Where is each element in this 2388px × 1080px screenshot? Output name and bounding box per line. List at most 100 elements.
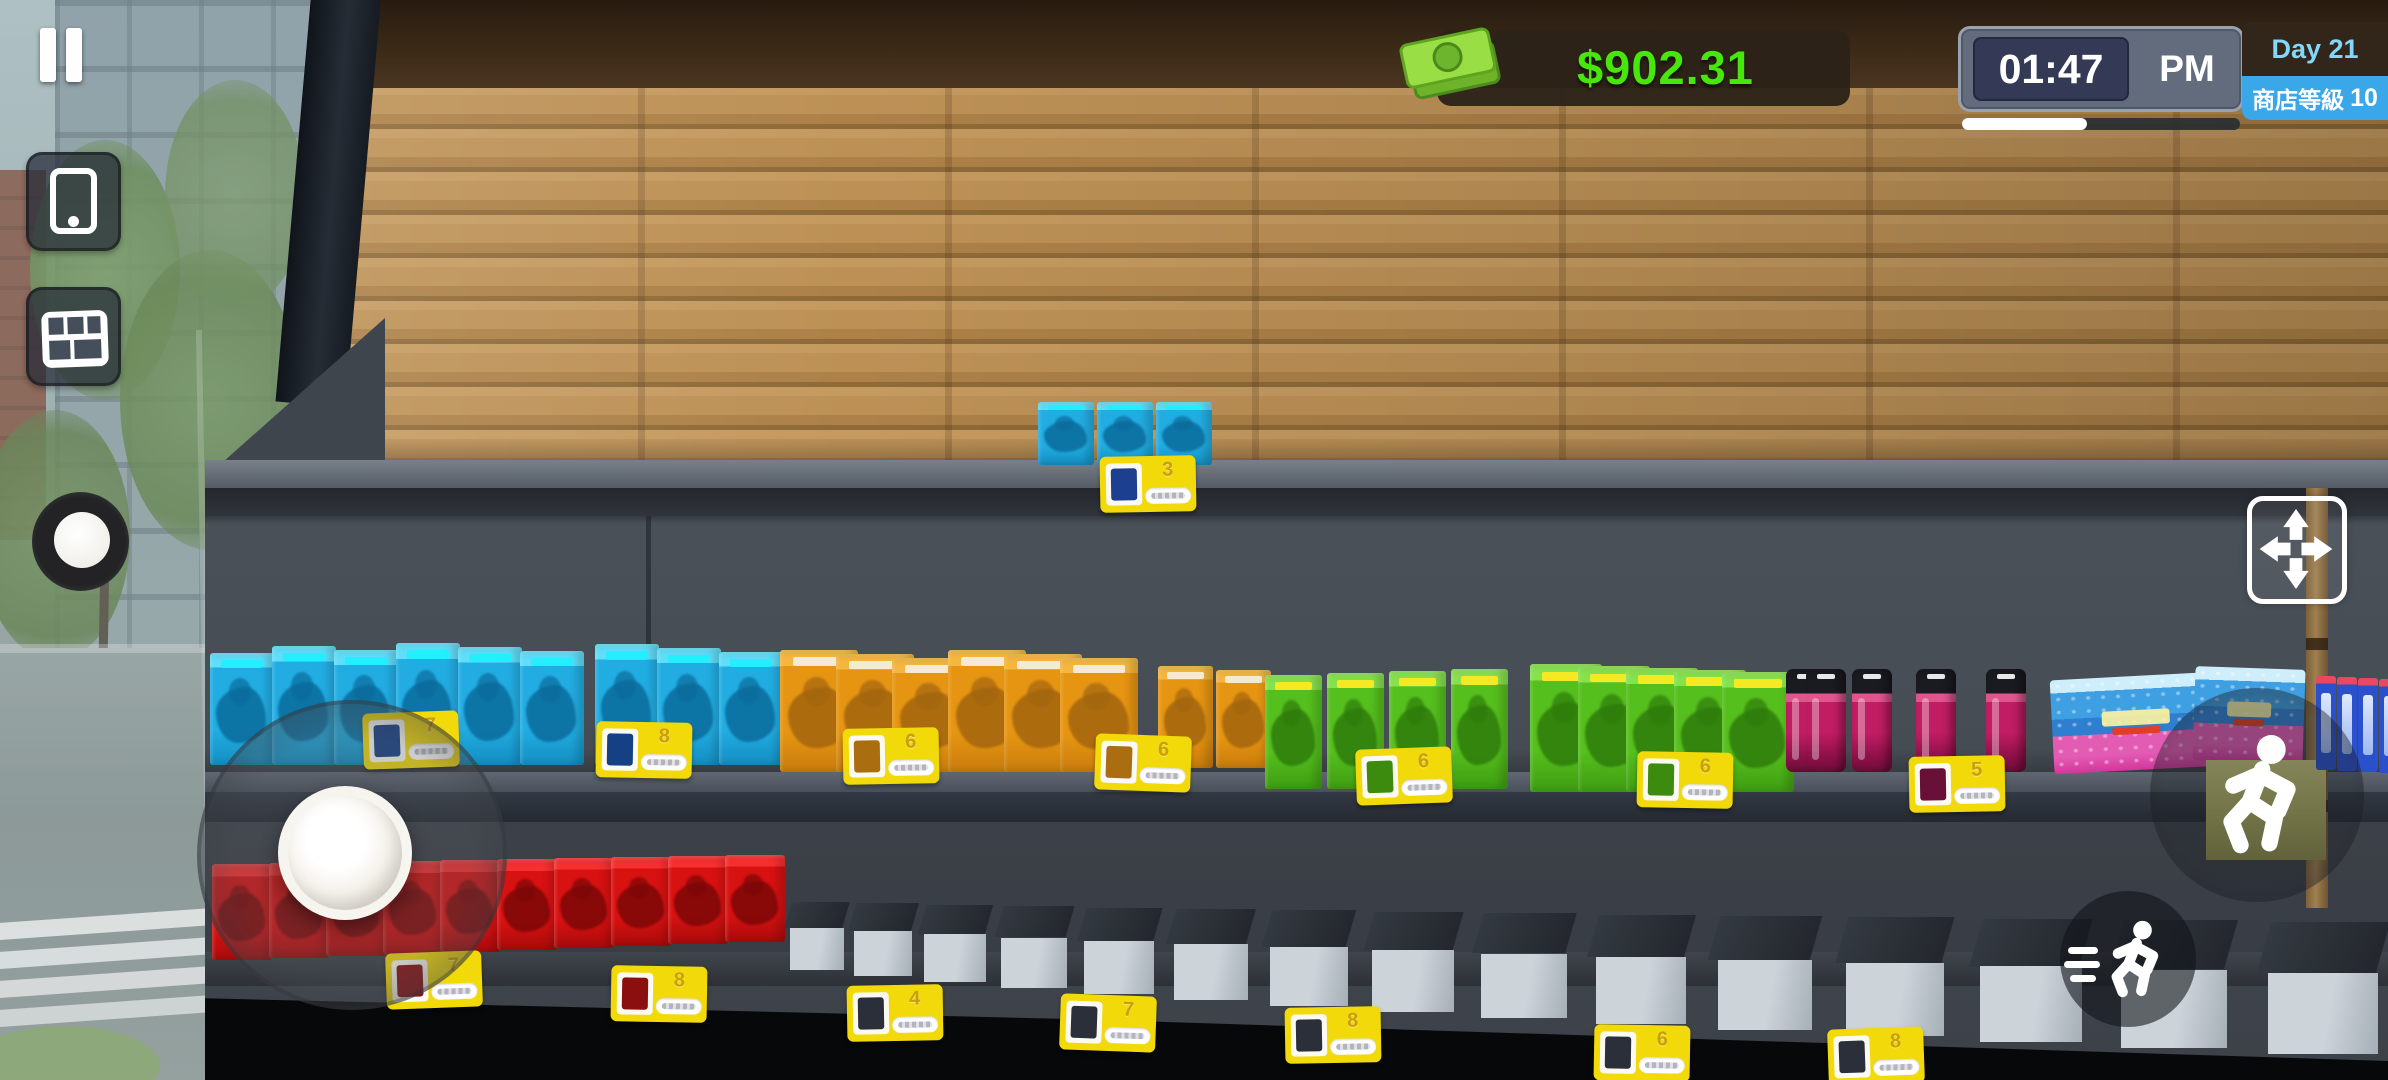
box-label bbox=[1734, 679, 1782, 688]
speed-line bbox=[2070, 975, 2096, 982]
smartphone-icon bbox=[50, 168, 97, 234]
pause-icon bbox=[40, 28, 56, 82]
tin-box-body bbox=[854, 931, 912, 976]
can-cap-label bbox=[1797, 674, 1815, 680]
phone-button[interactable] bbox=[26, 152, 121, 251]
price-tag-product-art bbox=[1604, 1036, 1632, 1069]
pause-icon bbox=[66, 28, 82, 82]
product-tin-box[interactable] bbox=[1835, 917, 1955, 1036]
pause-button[interactable] bbox=[34, 22, 90, 88]
storefront-pane bbox=[67, 316, 84, 335]
price-tag-price-text-blur bbox=[894, 764, 929, 771]
box-label bbox=[729, 658, 773, 667]
product-card-pack[interactable] bbox=[2379, 679, 2388, 773]
product-tin-box[interactable] bbox=[784, 902, 850, 970]
product-tin-box[interactable] bbox=[1166, 909, 1256, 1000]
can-highlight bbox=[1792, 697, 1800, 760]
product-tin-box[interactable] bbox=[1471, 913, 1577, 1018]
product-tin-box[interactable] bbox=[1076, 907, 1162, 994]
price-tag-quantity: 5 bbox=[1970, 758, 1983, 781]
product-spray-can[interactable] bbox=[1806, 669, 1846, 772]
box-art-pattern bbox=[1468, 695, 1488, 725]
price-tag[interactable]: 7 bbox=[1059, 993, 1157, 1053]
price-tag[interactable]: 3 bbox=[1099, 455, 1197, 513]
product-spray-can[interactable] bbox=[1852, 669, 1892, 772]
speed-line bbox=[2064, 961, 2100, 968]
box-art-pattern bbox=[1083, 683, 1110, 711]
price-tag[interactable]: 6 bbox=[1593, 1024, 1691, 1080]
price-tag-price-pill bbox=[1104, 1026, 1151, 1045]
price-tag-product-thumb bbox=[1361, 755, 1399, 799]
box-label bbox=[1542, 671, 1590, 681]
product-box-red[interactable] bbox=[554, 858, 614, 948]
product-box-blue-top-shelf[interactable] bbox=[1097, 402, 1153, 465]
product-box-green[interactable] bbox=[1265, 675, 1322, 789]
price-tag[interactable]: 6 bbox=[1636, 751, 1734, 809]
box-label bbox=[344, 656, 388, 665]
price-tag[interactable]: 8 bbox=[1827, 1026, 1925, 1080]
price-tag-price-text-blur bbox=[661, 1003, 696, 1010]
price-tag[interactable]: 8 bbox=[1284, 1006, 1382, 1064]
product-box-blue[interactable] bbox=[520, 651, 584, 765]
product-tin-box[interactable] bbox=[2256, 921, 2388, 1054]
price-tag-product-art bbox=[1647, 763, 1675, 796]
product-tin-box[interactable] bbox=[1261, 910, 1357, 1006]
product-box-blue-top-shelf[interactable] bbox=[1156, 402, 1212, 465]
price-tag-price-pill bbox=[1681, 783, 1728, 801]
price-tag[interactable]: 8 bbox=[610, 965, 708, 1023]
product-card-pack[interactable] bbox=[2358, 678, 2378, 772]
joystick-knob[interactable] bbox=[278, 786, 412, 920]
price-tag[interactable]: 5 bbox=[1908, 755, 2006, 813]
product-spray-can[interactable] bbox=[1986, 669, 2026, 772]
price-tag[interactable]: 8 bbox=[595, 721, 693, 779]
store-button[interactable] bbox=[26, 287, 121, 386]
camera-button[interactable] bbox=[32, 492, 129, 591]
product-tin-box[interactable] bbox=[1363, 911, 1464, 1012]
storefront-pane bbox=[49, 340, 71, 360]
product-box-red[interactable] bbox=[725, 855, 785, 942]
product-tin-box[interactable] bbox=[1707, 916, 1823, 1030]
price-tag[interactable]: 6 bbox=[1094, 733, 1192, 793]
box-art-pattern bbox=[1174, 688, 1194, 713]
product-tin-box[interactable] bbox=[1586, 914, 1697, 1024]
shelf-board-mid-front bbox=[205, 792, 2388, 822]
price-tag-price-text-blur bbox=[437, 987, 472, 995]
sprint-button-large[interactable] bbox=[2150, 688, 2364, 902]
product-tin-box[interactable] bbox=[917, 904, 994, 982]
box-label bbox=[905, 664, 957, 673]
product-box-orange[interactable] bbox=[1216, 670, 1271, 768]
box-art-pattern bbox=[971, 676, 998, 707]
product-tin-box[interactable] bbox=[847, 903, 919, 976]
box-art-pattern bbox=[1551, 692, 1577, 723]
price-tag-price-pill bbox=[640, 753, 687, 771]
product-spray-can[interactable] bbox=[1916, 669, 1956, 772]
product-box-red[interactable] bbox=[497, 859, 557, 950]
tin-box-body bbox=[1481, 953, 1568, 1018]
price-tag[interactable]: 6 bbox=[1355, 746, 1453, 806]
product-box-green[interactable] bbox=[1722, 672, 1794, 792]
box-art-pattern bbox=[1232, 691, 1252, 716]
box-label bbox=[667, 655, 711, 664]
price-tag[interactable]: 4 bbox=[846, 984, 944, 1042]
product-box-blue[interactable] bbox=[458, 647, 522, 765]
product-box-green[interactable] bbox=[1327, 673, 1384, 789]
price-tag-product-art bbox=[853, 740, 881, 773]
product-box-red[interactable] bbox=[668, 856, 728, 944]
clock-widget: 01:47 PM bbox=[1958, 26, 2244, 112]
product-box-red[interactable] bbox=[611, 857, 671, 946]
price-tag[interactable]: 6 bbox=[842, 727, 940, 785]
price-tag-quantity: 6 bbox=[1417, 750, 1430, 773]
box-art-pattern bbox=[515, 879, 536, 901]
box-label bbox=[1225, 675, 1262, 683]
product-box-orange[interactable] bbox=[948, 650, 1026, 772]
product-box-blue[interactable] bbox=[719, 652, 783, 765]
product-box-blue-top-shelf[interactable] bbox=[1038, 402, 1094, 465]
product-tin-box[interactable] bbox=[994, 906, 1075, 988]
price-tag-product-art bbox=[1110, 468, 1138, 501]
price-tag-product-thumb bbox=[1642, 758, 1680, 801]
price-tag-price-text-blur bbox=[1644, 1062, 1679, 1069]
product-box-green[interactable] bbox=[1451, 669, 1508, 789]
sprint-button-small[interactable] bbox=[2060, 891, 2196, 1027]
price-tag-product-thumb bbox=[1914, 763, 1952, 806]
move-shelf-button[interactable] bbox=[2247, 496, 2347, 604]
